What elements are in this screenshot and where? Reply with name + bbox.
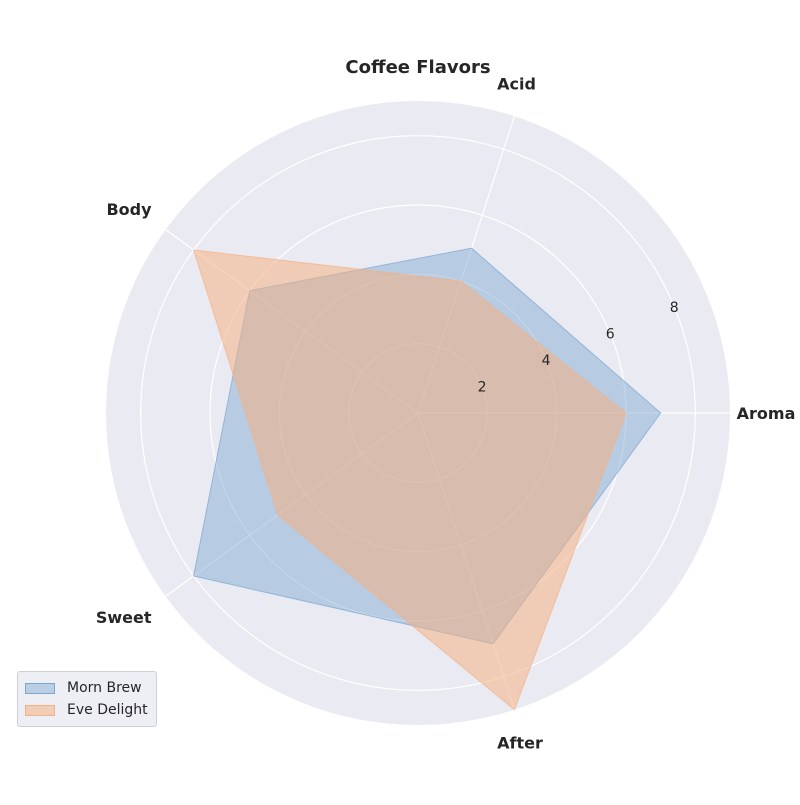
radial-tick-labels: 2 4 6 8 xyxy=(478,300,679,396)
tick-label-6: 6 xyxy=(606,326,615,342)
axis-label-after: After xyxy=(497,734,543,753)
series-area-2 xyxy=(192,249,627,711)
legend-item-series-1: Morn Brew xyxy=(25,677,148,699)
axis-label-body: Body xyxy=(106,200,152,219)
tick-label-8: 8 xyxy=(670,300,679,316)
tick-label-4: 4 xyxy=(542,353,551,369)
legend-swatch-series-1 xyxy=(25,682,55,694)
tick-label-2: 2 xyxy=(478,379,487,395)
legend-item-series-2: Eve Delight xyxy=(25,699,148,721)
chart-title: Coffee Flavors xyxy=(345,57,490,78)
series-layer xyxy=(192,247,662,711)
legend-label-series-2: Eve Delight xyxy=(67,702,148,718)
axis-label-acid: Acid xyxy=(497,74,536,93)
legend-swatch-series-2 xyxy=(25,704,55,716)
legend-label-series-1: Morn Brew xyxy=(67,680,142,696)
axis-labels: Aroma Acid Body Sweet After xyxy=(96,74,796,752)
axis-label-aroma: Aroma xyxy=(737,404,796,423)
legend: Morn Brew Eve Delight xyxy=(17,671,157,727)
axis-label-sweet: Sweet xyxy=(96,608,152,627)
